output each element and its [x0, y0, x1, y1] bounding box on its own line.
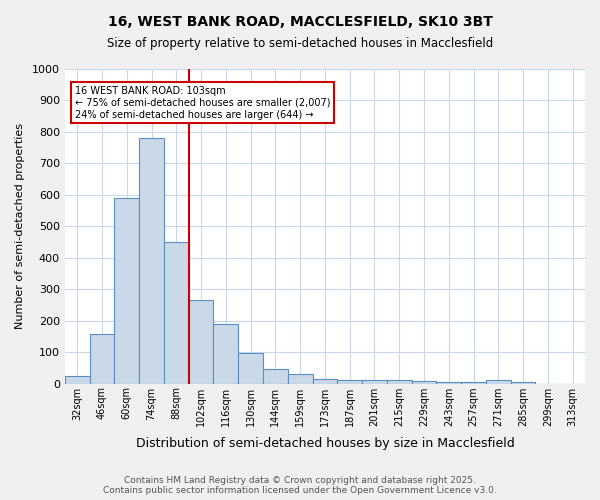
Bar — [139, 138, 164, 384]
Bar — [362, 380, 387, 384]
Bar — [288, 374, 313, 384]
Text: 16, WEST BANK ROAD, MACCLESFIELD, SK10 3BT: 16, WEST BANK ROAD, MACCLESFIELD, SK10 3… — [107, 15, 493, 29]
Bar — [387, 380, 412, 384]
Y-axis label: Number of semi-detached properties: Number of semi-detached properties — [15, 124, 25, 330]
X-axis label: Distribution of semi-detached houses by size in Macclesfield: Distribution of semi-detached houses by … — [136, 437, 514, 450]
Bar — [65, 376, 89, 384]
Text: 16 WEST BANK ROAD: 103sqm
← 75% of semi-detached houses are smaller (2,007)
24% : 16 WEST BANK ROAD: 103sqm ← 75% of semi-… — [75, 86, 330, 120]
Bar — [115, 198, 139, 384]
Text: Size of property relative to semi-detached houses in Macclesfield: Size of property relative to semi-detach… — [107, 38, 493, 51]
Bar — [188, 300, 214, 384]
Bar — [461, 382, 486, 384]
Bar — [214, 324, 238, 384]
Bar — [337, 380, 362, 384]
Bar — [511, 382, 535, 384]
Bar — [238, 353, 263, 384]
Text: Contains HM Land Registry data © Crown copyright and database right 2025.
Contai: Contains HM Land Registry data © Crown c… — [103, 476, 497, 495]
Bar — [436, 382, 461, 384]
Bar — [164, 242, 188, 384]
Bar — [89, 334, 115, 384]
Bar — [313, 379, 337, 384]
Bar — [263, 369, 288, 384]
Bar — [412, 381, 436, 384]
Bar — [486, 380, 511, 384]
